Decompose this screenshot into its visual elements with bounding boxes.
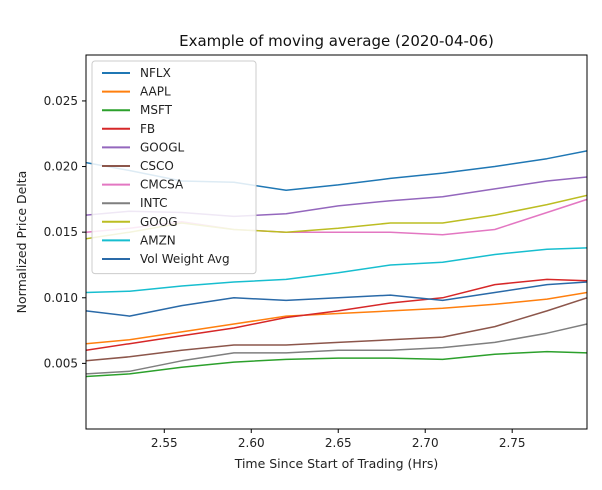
plot-frame	[85, 54, 588, 430]
legend: NFLX AAPL MSFT FB GOOGL CSCO CMCSA INTC GOOG AMZN…	[91, 60, 257, 275]
legend-label: FB	[140, 122, 155, 136]
series-line-aapl	[86, 291, 587, 345]
legend-label: INTC	[140, 196, 168, 210]
y-tick-label: 0.020	[44, 160, 78, 174]
legend-label: Vol Weight Avg	[140, 252, 230, 266]
y-axis-ticks: 0.005 0.010 0.015 0.020 0.025	[44, 94, 86, 370]
y-tick-label: 0.005	[44, 356, 78, 370]
legend-label: GOOG	[140, 215, 178, 229]
series-line-amzn	[86, 247, 587, 294]
legend-label: NFLX	[140, 66, 171, 80]
series-line-vol-weight-avg	[86, 281, 587, 317]
legend-label: CSCO	[140, 159, 174, 173]
series-line-fb	[86, 278, 587, 352]
x-axis-label: Time Since Start of Trading (Hrs)	[234, 456, 439, 471]
x-tick-label: 2.65	[325, 436, 352, 450]
legend-label: MSFT	[140, 103, 173, 117]
legend-label: GOOGL	[140, 140, 184, 154]
legend-label: AAPL	[140, 85, 171, 99]
y-tick-label: 0.010	[44, 291, 78, 305]
x-tick-label: 2.60	[238, 436, 265, 450]
y-axis-label: Normalized Price Delta	[14, 171, 29, 314]
legend-label: AMZN	[140, 233, 176, 247]
x-tick-label: 2.55	[151, 436, 178, 450]
x-tick-label: 2.75	[499, 436, 526, 450]
y-tick-label: 0.025	[44, 94, 78, 108]
series-line-intc	[86, 323, 587, 375]
legend-label: CMCSA	[140, 178, 184, 192]
x-tick-label: 2.70	[412, 436, 439, 450]
series-line-msft	[86, 350, 587, 378]
series-line-csco	[86, 297, 587, 362]
legend-frame	[91, 60, 257, 275]
chart-title: Example of moving average (2020-04-06)	[179, 32, 494, 50]
x-axis-ticks: 2.55 2.60 2.65 2.70 2.75	[151, 429, 526, 450]
y-tick-label: 0.015	[44, 225, 78, 239]
